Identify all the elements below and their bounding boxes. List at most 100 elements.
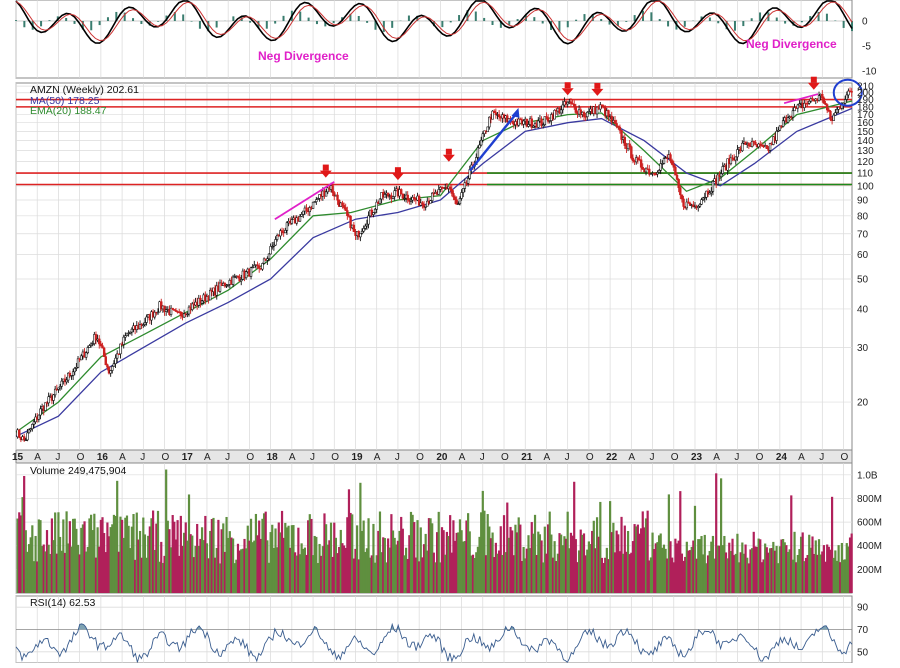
candle-body — [284, 230, 286, 232]
rsi-y-tick-label: 90 — [857, 603, 869, 614]
x-tick-label: 24 — [776, 452, 788, 463]
x-tick-label: O — [501, 452, 509, 463]
candle-body — [364, 226, 366, 228]
macd-histogram-bar — [625, 21, 627, 22]
macd-histogram-bar — [826, 14, 828, 21]
candle-body — [826, 105, 828, 110]
candle-body — [735, 157, 737, 160]
price-y-tick-label: 120 — [857, 157, 874, 168]
candle-body — [438, 189, 440, 194]
macd-histogram-bar — [843, 21, 845, 28]
candle-body — [332, 186, 334, 193]
candle-body — [699, 204, 701, 206]
candle-body — [250, 268, 252, 277]
candle-body — [268, 254, 270, 259]
x-tick-label: A — [119, 452, 126, 463]
macd-histogram-bar — [366, 21, 368, 23]
x-tick-label: A — [374, 452, 381, 463]
rsi-y-tick-label: 70 — [857, 625, 869, 636]
candle-body — [846, 95, 848, 100]
candle-body — [325, 192, 327, 196]
candle-body — [38, 415, 40, 419]
candle-body — [262, 263, 264, 269]
candle-body — [146, 317, 148, 322]
candle-body — [315, 200, 317, 202]
macd-y-tick-label: -5 — [862, 42, 871, 53]
candle-body — [683, 199, 685, 206]
candle-body — [110, 371, 112, 374]
macd-histogram-bar — [40, 21, 42, 26]
candle-body — [115, 358, 117, 363]
x-tick-label: O — [416, 452, 424, 463]
candle-body — [782, 121, 784, 127]
macd-histogram-bar — [157, 21, 159, 22]
candle-body — [754, 142, 756, 144]
candle-body — [586, 112, 588, 116]
candle-body — [85, 353, 87, 358]
candle-body — [449, 187, 451, 189]
candle-body — [658, 170, 660, 172]
candle-body — [107, 365, 109, 367]
candle-body — [663, 159, 665, 164]
x-tick-label: J — [55, 452, 60, 463]
candle-body — [679, 188, 681, 195]
candle-body — [286, 223, 288, 231]
macd-histogram-bar — [717, 21, 719, 23]
candle-body — [454, 197, 456, 200]
macd-histogram-bar — [492, 21, 494, 25]
x-tick-label: A — [459, 452, 466, 463]
macd-histogram-bar — [542, 21, 544, 23]
macd-histogram-bar — [659, 19, 661, 21]
macd-histogram-bar — [182, 14, 184, 21]
candle-body — [737, 150, 739, 157]
candle-body — [614, 120, 616, 123]
x-tick-label: J — [650, 452, 655, 463]
macd-histogram-bar — [107, 17, 109, 21]
rsi-panel-title: RSI(14) 62.53 — [30, 597, 96, 609]
x-tick-label: O — [841, 452, 849, 463]
neg-divergence-left-label: Neg Divergence — [258, 49, 349, 63]
candle-body — [400, 189, 402, 194]
candle-body — [373, 213, 375, 215]
candle-body — [560, 110, 562, 113]
macd-histogram-bar — [776, 18, 778, 21]
candle-body — [498, 115, 500, 117]
candle-body — [575, 107, 577, 113]
candle-body — [787, 118, 789, 123]
candle-body — [44, 403, 46, 411]
x-tick-label: O — [756, 452, 764, 463]
macd-histogram-bar — [742, 21, 744, 26]
candle-body — [701, 200, 703, 205]
candle-body — [678, 179, 680, 187]
candle-body — [306, 208, 308, 211]
x-tick-label: A — [289, 452, 296, 463]
price-y-tick-label: 110 — [857, 169, 873, 180]
macd-histogram-bar — [667, 21, 669, 26]
price-y-tick-label: 50 — [857, 274, 869, 285]
candle-body — [18, 430, 20, 438]
macd-histogram-bar — [90, 21, 92, 30]
candle-body — [640, 160, 642, 167]
macd-histogram-bar — [441, 21, 443, 27]
candle-body — [537, 121, 539, 127]
x-tick-label: O — [671, 452, 679, 463]
candle-body — [453, 193, 455, 197]
candle-body — [823, 98, 825, 103]
price-panel-bg — [16, 83, 852, 450]
macd-histogram-bar — [408, 16, 410, 21]
candle-body — [123, 337, 125, 344]
candle-body — [467, 178, 469, 183]
candle-body — [479, 145, 481, 148]
x-tick-label: A — [34, 452, 41, 463]
candle-body — [61, 381, 63, 386]
macd-histogram-bar — [567, 21, 569, 27]
macd-histogram-bar — [48, 20, 50, 21]
x-tick-label: 19 — [351, 452, 363, 463]
candle-body — [180, 312, 182, 315]
x-tick-label: J — [310, 452, 315, 463]
x-tick-label: J — [140, 452, 145, 463]
red-arrow-shaft — [811, 77, 817, 83]
red-arrow-shaft — [446, 149, 452, 155]
candle-body — [671, 161, 673, 165]
